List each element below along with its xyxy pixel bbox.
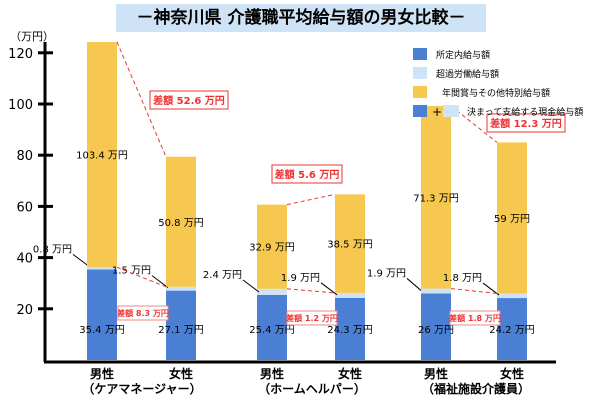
bar-value-label: 1.9 万円 [367, 268, 406, 279]
chart-title: －神奈川県 介護職平均給与額の男女比較－ [116, 4, 486, 32]
bar-segment-2 [257, 204, 287, 289]
category-label: 女性 [169, 366, 193, 381]
difference-regular-label: 差額 1.8 万円 [448, 313, 501, 323]
difference-total-label: 差額 52.6 万円 [153, 94, 225, 107]
bar-value-label: 24.2 万円 [489, 325, 534, 336]
bar-segment-0 [335, 297, 365, 360]
leader-line [242, 279, 260, 293]
y-tick-label: 120 [8, 47, 33, 62]
difference-box [271, 164, 343, 184]
bar-segment-2 [421, 106, 451, 289]
category-label: 男性 [424, 366, 448, 381]
legend-label: 決まって支給する現金給与額 [467, 106, 583, 118]
bar-value-label: 1.9 万円 [281, 273, 320, 284]
legend-swatch [443, 105, 459, 117]
bar-segment-1 [335, 292, 365, 298]
bar-segment-1 [87, 267, 117, 270]
bar-value-label: 0.8 万円 [33, 244, 72, 255]
y-tick-label: 80 [16, 149, 33, 164]
leader-line [406, 278, 422, 291]
bar-segment-0 [421, 293, 451, 360]
category-label: 男性 [90, 366, 114, 381]
bar-segment-1 [421, 288, 451, 294]
y-tick-label: 40 [16, 252, 33, 267]
difference-box [449, 310, 501, 326]
bar-value-label: 1.5 万円 [112, 266, 151, 277]
bar-segment-0 [87, 269, 117, 360]
bar-segment-0 [166, 290, 196, 360]
bar-value-label: 35.4 万円 [79, 325, 124, 336]
difference-box [117, 305, 169, 321]
difference-line [116, 266, 167, 288]
legend-label: 所定内給与額 [436, 49, 490, 61]
difference-box [486, 113, 566, 133]
legend-swatch [413, 48, 427, 60]
bar-value-label: 26 万円 [418, 325, 454, 336]
bar-segment-0 [497, 298, 527, 360]
difference-box [286, 310, 338, 326]
legend-label: 超過労働給与額 [436, 68, 499, 80]
leader-line [320, 282, 338, 296]
bar-segment-1 [166, 286, 196, 291]
legend-swatch [413, 67, 427, 79]
bar-segment-0 [257, 294, 287, 360]
legend-label: 年間賞与その他特別給与額 [442, 87, 550, 99]
leader-line [151, 275, 169, 289]
group-label: （ホームヘルパー） [258, 381, 366, 396]
bar-segment-1 [257, 288, 287, 295]
difference-total-label: 差額 5.6 万円 [275, 168, 340, 181]
bar-value-label: 38.5 万円 [327, 240, 372, 251]
legend-plus: + [432, 105, 442, 119]
bar-value-label: 2.4 万円 [203, 270, 242, 281]
group-label: （ケアマネージャー） [82, 381, 201, 396]
difference-box [149, 90, 229, 110]
difference-total-label: 差額 12.3 万円 [490, 117, 562, 130]
leader-line [72, 253, 90, 267]
bar-value-label: 103.4 万円 [76, 151, 128, 162]
category-label: 女性 [500, 366, 524, 381]
bar-segment-2 [166, 156, 196, 287]
category-label: 男性 [260, 366, 284, 381]
y-axis-label: （万円） [10, 30, 54, 43]
y-tick-label: 60 [16, 200, 33, 215]
difference-regular-label: 差額 8.3 万円 [116, 308, 169, 318]
y-tick-label: 100 [8, 98, 33, 113]
category-label: 女性 [338, 366, 362, 381]
bar-value-label: 25.4 万円 [249, 325, 294, 336]
bar-value-label: 71.3 万円 [413, 193, 458, 204]
legend-swatch [413, 105, 427, 117]
bar-segment-2 [497, 142, 527, 294]
bar-value-label: 50.8 万円 [158, 218, 203, 229]
difference-regular-label: 差額 1.2 万円 [285, 313, 338, 323]
bar-segment-1 [497, 293, 527, 299]
difference-line [450, 288, 498, 294]
y-tick-label: 20 [16, 303, 33, 318]
difference-line [286, 193, 336, 206]
bar-value-label: 27.1 万円 [158, 325, 203, 336]
bar-value-label: 1.8 万円 [443, 273, 482, 284]
bar-value-label: 32.9 万円 [249, 243, 294, 254]
difference-line [286, 288, 336, 294]
bar-segment-2 [87, 42, 117, 268]
bar-value-label: 24.3 万円 [327, 325, 372, 336]
group-label: （福祉施設介護員） [422, 381, 530, 396]
bar-value-label: 59 万円 [494, 214, 530, 225]
bar-segment-2 [335, 194, 365, 293]
legend-swatch [413, 86, 427, 98]
